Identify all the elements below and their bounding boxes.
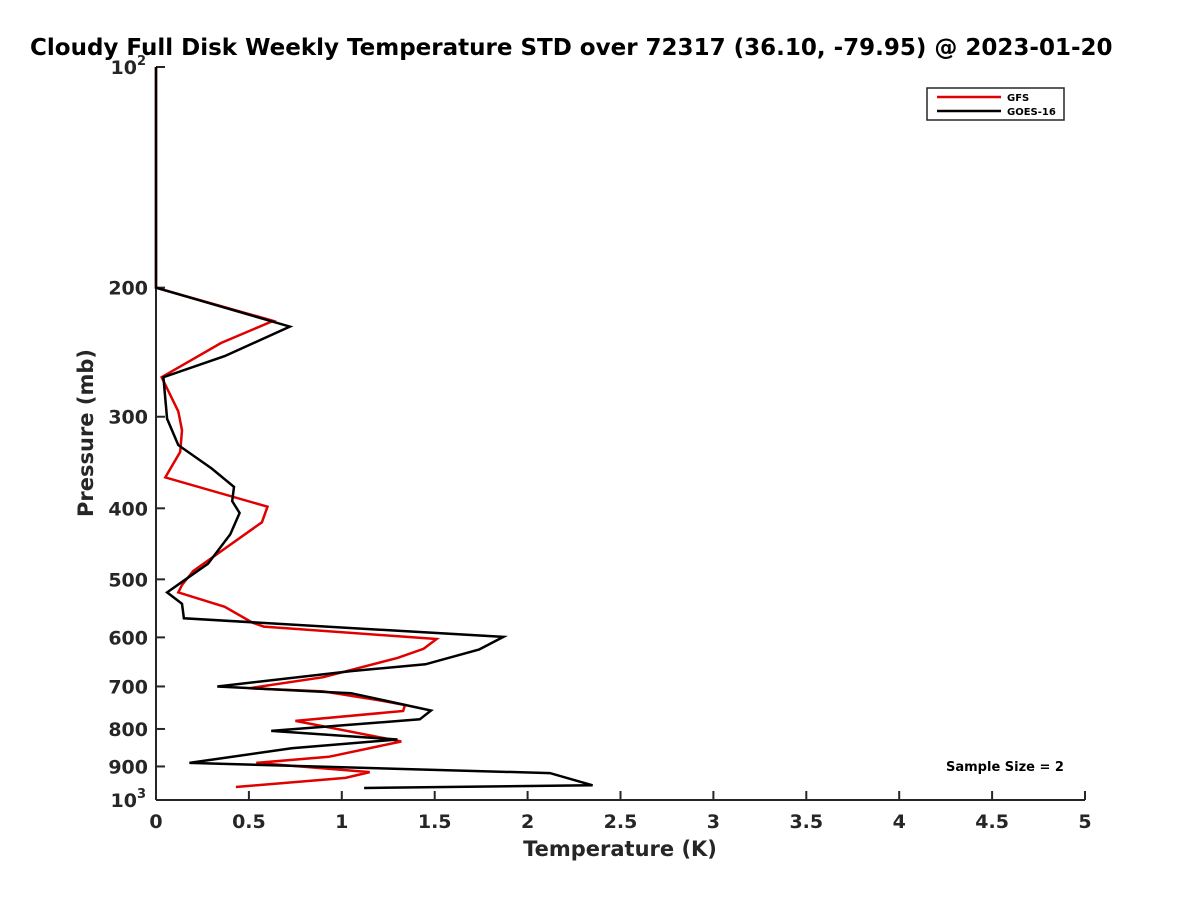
legend-box: [926, 87, 1065, 121]
series-line-goes16: [154, 67, 593, 790]
y-tick-label-base: 10: [111, 790, 137, 812]
y-tick-label: 400: [108, 498, 148, 520]
y-tick-label-base: 10: [111, 57, 137, 79]
x-tick-label: 4: [893, 811, 906, 833]
x-tick-label: 0: [149, 811, 162, 833]
x-tick-label: 2.5: [604, 811, 638, 833]
x-tick-label: 4.5: [975, 811, 1009, 833]
x-tick-label: 1: [335, 811, 348, 833]
y-tick-label: 800: [108, 719, 148, 741]
y-tick-label: 200: [108, 278, 148, 300]
y-tick-label-exponent: 3: [137, 787, 146, 802]
sample-size-annotation: Sample Size = 2: [946, 760, 1064, 775]
series-layer: [154, 67, 593, 790]
legend: GFS GOES-16: [926, 87, 1065, 121]
x-tick-label: 3: [707, 811, 720, 833]
x-tick-label: 5: [1078, 811, 1091, 833]
y-tick-label: 102: [111, 54, 147, 79]
y-tick-label: 300: [108, 407, 148, 429]
series-line-gfs: [154, 67, 441, 789]
legend-label-gfs: GFS: [1007, 93, 1029, 104]
x-tick-label: 1.5: [418, 811, 452, 833]
y-axis-label: Pressure (mb): [74, 349, 98, 517]
x-axis-label: Temperature (K): [523, 837, 717, 861]
y-tick-label: 900: [108, 756, 148, 778]
legend-label-goes16: GOES-16: [1007, 107, 1056, 118]
x-tick-label: 2: [521, 811, 534, 833]
y-tick-label: 500: [108, 569, 148, 591]
x-tick-label: 0.5: [232, 811, 266, 833]
y-tick-label: 600: [108, 627, 148, 649]
y-tick-label-exponent: 2: [137, 54, 146, 69]
x-tick-label: 3.5: [789, 811, 823, 833]
y-tick-label: 103: [111, 787, 147, 812]
x-axis: 0 0.5 1 1.5 2 2.5 3 3.5 4 4.5 5: [149, 791, 1092, 833]
y-tick-label: 700: [108, 676, 148, 698]
chart-title: Cloudy Full Disk Weekly Temperature STD …: [30, 35, 1113, 61]
